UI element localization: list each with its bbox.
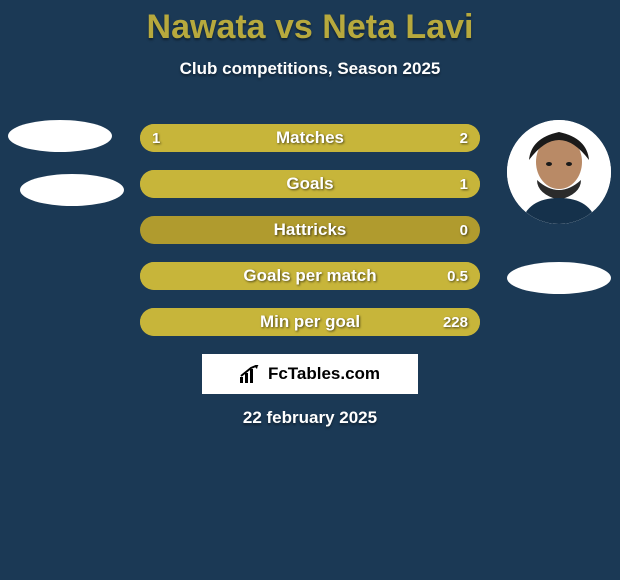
stat-bar-label: Goals per match xyxy=(140,262,480,290)
stat-bar-row: Min per goal228 xyxy=(140,308,480,336)
stat-bar-label: Hattricks xyxy=(140,216,480,244)
date-text: 22 february 2025 xyxy=(0,408,620,428)
player-left-team-badge xyxy=(20,174,124,206)
stat-bar-label: Matches xyxy=(140,124,480,152)
brand-badge: FcTables.com xyxy=(202,354,418,394)
stat-bar-value-right: 1 xyxy=(460,170,468,198)
stat-bars: Matches12Goals1Hattricks0Goals per match… xyxy=(140,124,480,354)
stat-bar-value-right: 2 xyxy=(460,124,468,152)
player-right-column xyxy=(507,120,612,294)
stat-bar-row: Matches1 2 xyxy=(140,124,480,152)
brand-text: FcTables.com xyxy=(268,364,380,384)
player-photo-icon xyxy=(507,120,611,224)
stat-bar-label: Min per goal xyxy=(140,308,480,336)
player-left-avatar xyxy=(8,120,112,152)
subtitle: Club competitions, Season 2025 xyxy=(0,59,620,79)
stat-bar-label: Goals xyxy=(140,170,480,198)
player-left-column xyxy=(8,120,113,206)
stat-bar-row: Goals per match0.5 xyxy=(140,262,480,290)
page-title: Nawata vs Neta Lavi xyxy=(0,0,620,47)
player-right-team-badge xyxy=(507,262,611,294)
stat-bar-row: Goals1 xyxy=(140,170,480,198)
comparison-card: Nawata vs Neta Lavi Club competitions, S… xyxy=(0,0,620,580)
stat-bar-value-left: 1 xyxy=(152,124,160,152)
stat-bar-row: Hattricks0 xyxy=(140,216,480,244)
player-right-avatar xyxy=(507,120,611,224)
brand-logo-icon xyxy=(240,365,262,383)
stat-bar-value-right: 228 xyxy=(443,308,468,336)
stat-bar-value-right: 0.5 xyxy=(447,262,468,290)
stat-bar-value-right: 0 xyxy=(460,216,468,244)
